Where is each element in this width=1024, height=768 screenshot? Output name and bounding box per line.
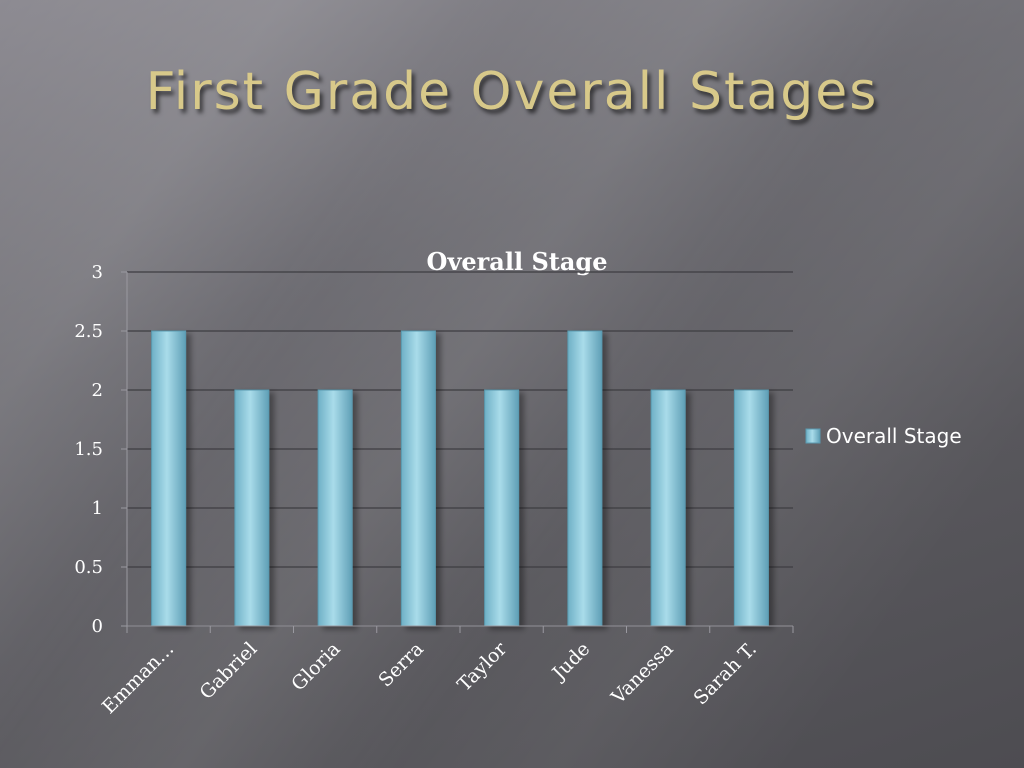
y-tick-label: 0.5 <box>74 557 103 578</box>
bar <box>317 389 353 627</box>
x-category-label: Vanessa <box>607 638 678 709</box>
x-category-label: Emman... <box>98 638 178 718</box>
x-category-label: Sarah T. <box>690 638 761 709</box>
bar <box>400 330 436 627</box>
x-category-label: Jude <box>547 638 595 686</box>
x-category-label: Gabriel <box>196 638 262 704</box>
bar <box>234 389 270 627</box>
bar <box>733 389 769 627</box>
y-tick-label: 2 <box>92 380 103 401</box>
legend-swatch <box>805 428 821 444</box>
y-tick-label: 0 <box>92 616 103 637</box>
bar <box>567 330 603 627</box>
chart-title: Overall Stage <box>427 247 608 276</box>
y-tick-label: 1 <box>92 498 103 519</box>
x-category-label: Taylor <box>453 637 512 696</box>
bar <box>151 330 187 627</box>
legend: Overall Stage <box>805 424 962 448</box>
y-tick-label: 1.5 <box>74 439 103 460</box>
y-tick-label: 3 <box>92 262 103 283</box>
y-tick-label: 2.5 <box>74 321 103 342</box>
bar <box>484 389 520 627</box>
legend-label: Overall Stage <box>826 424 962 448</box>
bar <box>650 389 686 627</box>
x-category-label: Serra <box>374 638 428 692</box>
slide-title: First Grade Overall Stages <box>145 62 879 122</box>
x-category-label: Gloria <box>287 638 344 695</box>
